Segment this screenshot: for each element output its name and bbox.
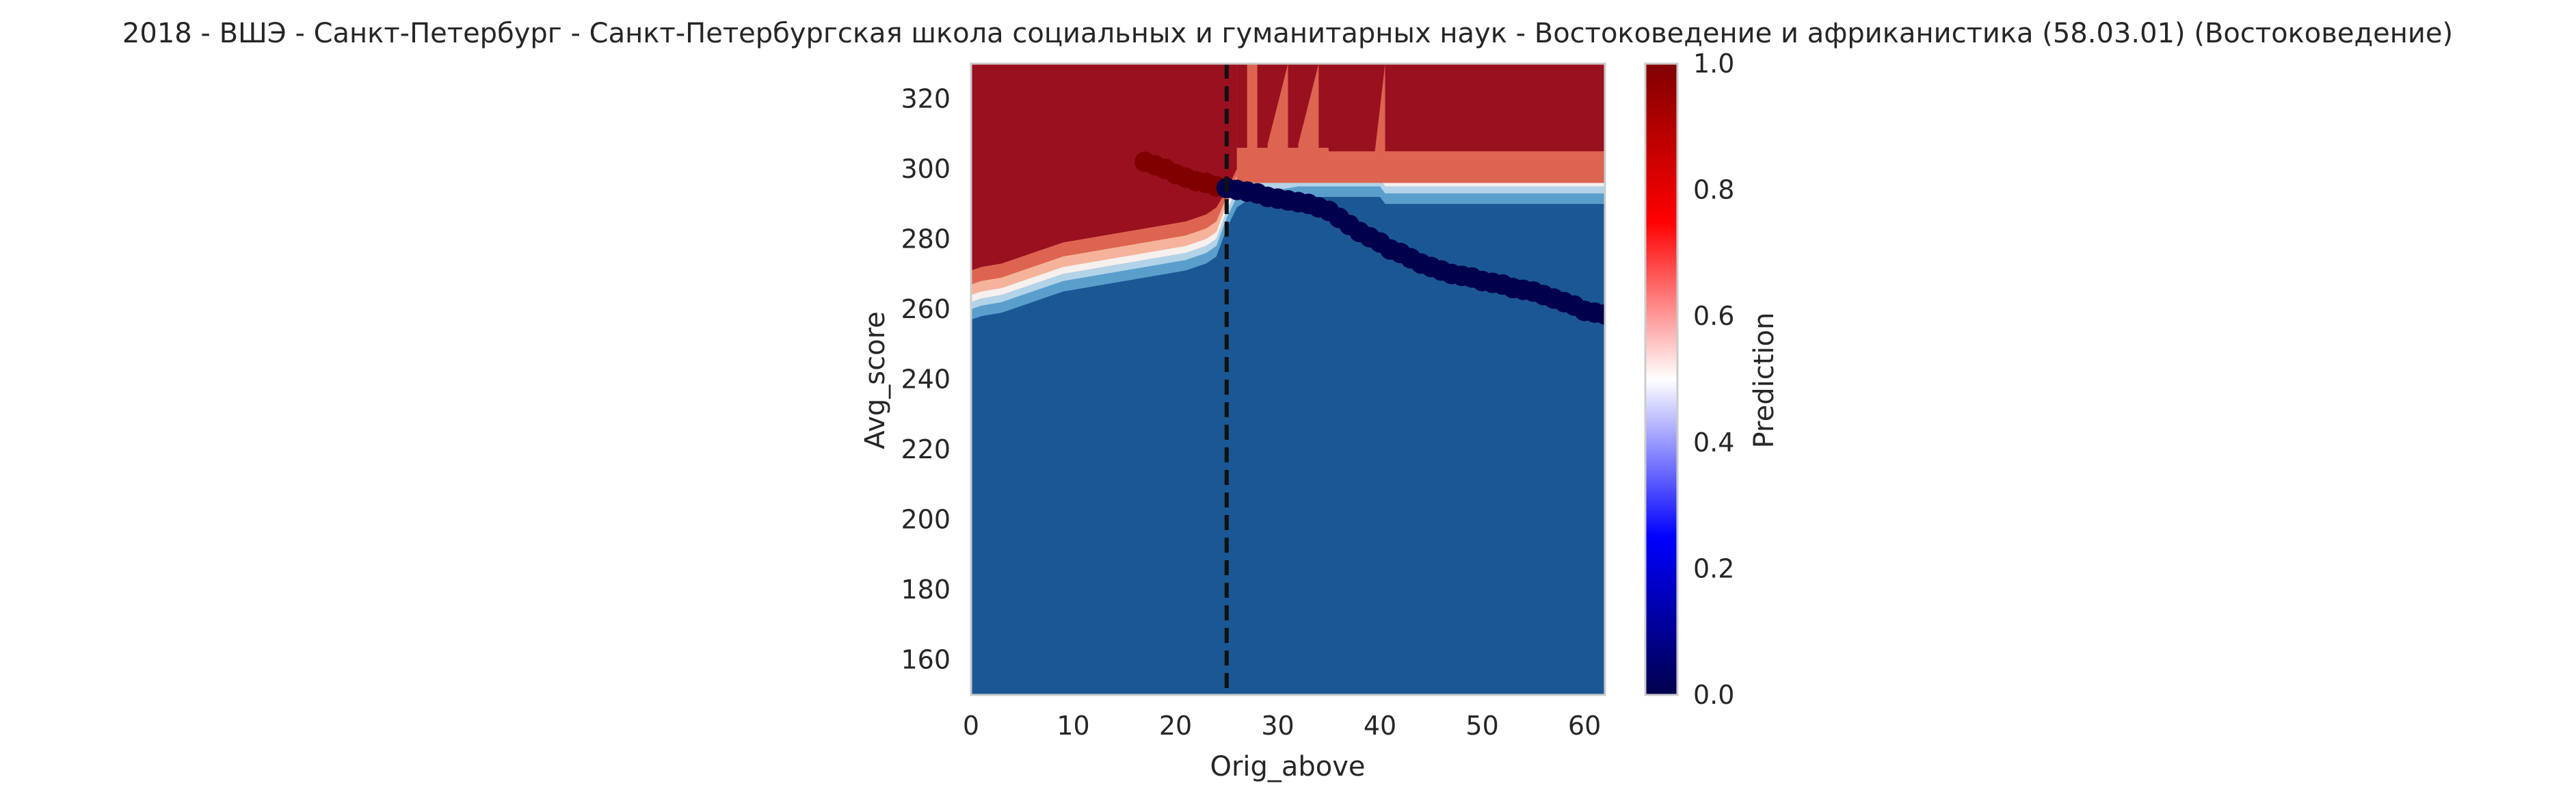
x-tick-label: 20: [1159, 711, 1192, 741]
contour-stripe-2: [1288, 64, 1299, 148]
scatter-point: [1595, 304, 1605, 325]
y-tick-label: 260: [901, 294, 951, 324]
scatter-layer: [1134, 151, 1605, 325]
colorbar: 0.0 0.2 0.4 0.6 0.8 1.0 Prediction: [1644, 49, 1780, 710]
colorbar-label: Prediction: [1749, 313, 1780, 449]
y-tick-label: 180: [901, 575, 951, 605]
contour-region-far-right: [1385, 64, 1605, 152]
colorbar-ticks: 0.0 0.2 0.4 0.6 0.8 1.0: [1693, 49, 1734, 710]
contour-band-lower-1: [971, 186, 1605, 320]
y-tick-label: 320: [901, 83, 951, 114]
y-axis-ticks: 160 180 200 220 240 260 280 300 320: [901, 83, 951, 674]
contour-band-right-mid: [1380, 158, 1605, 183]
y-tick-label: 160: [901, 645, 951, 675]
x-tick-label: 0: [963, 711, 979, 741]
colorbar-tick-label: 0.8: [1693, 175, 1734, 205]
chart-title: 2018 - ВШЭ - Санкт-Петербург - Санкт-Пет…: [122, 18, 2453, 49]
x-tick-label: 10: [1057, 711, 1089, 741]
y-tick-label: 220: [901, 434, 951, 464]
x-axis-label: Orig_above: [1210, 751, 1365, 782]
contour-stripe-3: [1318, 64, 1329, 148]
colorbar-tick-label: 0.0: [1693, 680, 1734, 710]
plot-area: [970, 62, 1606, 696]
x-tick-label: 40: [1364, 711, 1396, 741]
y-tick-label: 200: [901, 505, 951, 535]
contour-stripe-1: [1257, 64, 1268, 148]
y-tick-label: 300: [901, 154, 951, 184]
colorbar-gradient: [1645, 64, 1677, 695]
x-axis-ticks: 0 10 20 30 40 50 60: [963, 711, 1601, 741]
colorbar-frame: [1644, 62, 1679, 696]
colorbar-tick-label: 0.6: [1693, 301, 1734, 331]
contour-stripe-0: [1236, 64, 1247, 148]
contour-layer: [971, 64, 1605, 320]
colorbar-tick-label: 1.0: [1693, 49, 1734, 79]
y-tick-label: 280: [901, 224, 951, 254]
plot-frame: [970, 62, 1606, 696]
x-tick-label: 30: [1261, 711, 1294, 741]
colorbar-tick-label: 0.4: [1693, 427, 1734, 458]
contour-band-lower-0: [971, 179, 1605, 313]
x-tick-label: 60: [1568, 711, 1601, 741]
y-axis-label: Avg_score: [860, 311, 891, 449]
y-tick-label: 240: [901, 365, 951, 395]
colorbar-tick-label: 0.2: [1693, 553, 1734, 583]
x-tick-label: 50: [1465, 711, 1498, 741]
